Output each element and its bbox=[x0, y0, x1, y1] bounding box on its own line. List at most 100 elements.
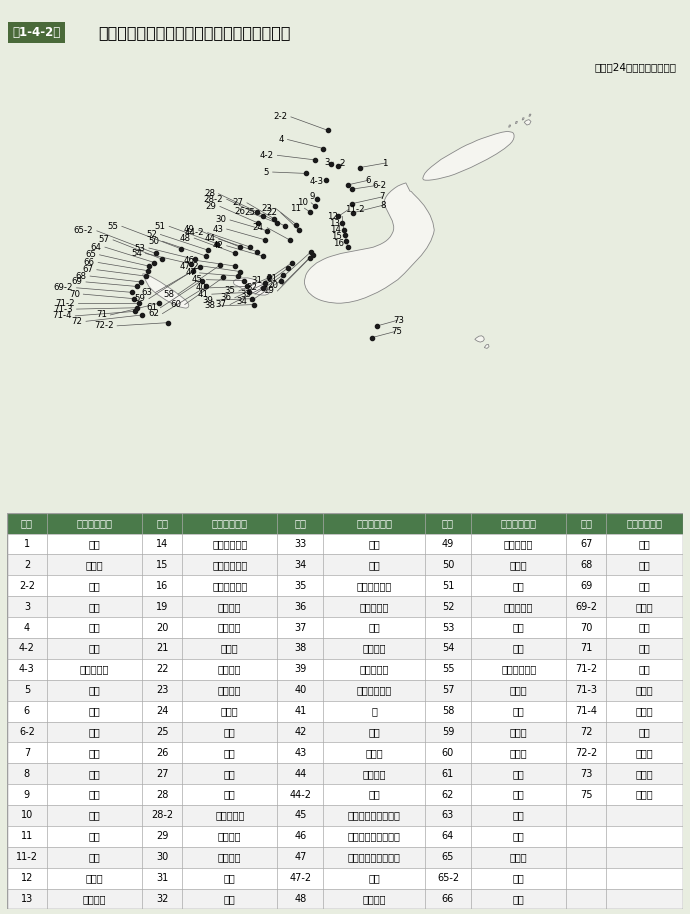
Text: 40: 40 bbox=[195, 283, 206, 292]
Text: 11-2: 11-2 bbox=[16, 852, 38, 862]
Text: 4-3: 4-3 bbox=[309, 177, 324, 186]
Text: 47-2: 47-2 bbox=[180, 261, 199, 271]
Text: 58: 58 bbox=[442, 707, 454, 716]
Text: 50: 50 bbox=[148, 237, 159, 246]
Text: 2: 2 bbox=[23, 560, 30, 570]
Bar bbox=[7, 784, 683, 805]
Text: 福岡: 福岡 bbox=[513, 894, 524, 904]
Text: 72: 72 bbox=[580, 727, 593, 737]
Text: 46: 46 bbox=[184, 256, 195, 265]
Text: 新湊: 新湊 bbox=[224, 769, 235, 779]
Text: 37: 37 bbox=[294, 622, 306, 632]
Bar bbox=[7, 617, 683, 638]
Text: 福島: 福島 bbox=[639, 560, 651, 570]
Text: 30: 30 bbox=[216, 216, 226, 225]
Text: 相浦: 相浦 bbox=[639, 580, 651, 590]
Text: 特別防災区域: 特別防災区域 bbox=[501, 518, 537, 528]
Text: 七尾港三室: 七尾港三室 bbox=[215, 811, 244, 821]
Text: 44: 44 bbox=[204, 235, 215, 243]
Text: 73: 73 bbox=[580, 769, 593, 779]
Text: 串木野: 串木野 bbox=[636, 686, 653, 696]
Text: 51: 51 bbox=[155, 222, 166, 231]
Text: 44-2: 44-2 bbox=[289, 790, 311, 800]
Text: 苫小牧: 苫小牧 bbox=[86, 560, 104, 570]
Text: 55: 55 bbox=[442, 664, 454, 675]
Text: 20: 20 bbox=[268, 281, 279, 290]
Text: 特別防災区域: 特別防災区域 bbox=[356, 518, 392, 528]
Text: 19: 19 bbox=[263, 286, 274, 295]
Bar bbox=[7, 638, 683, 659]
Text: 63: 63 bbox=[442, 811, 454, 821]
Text: 尾鷲: 尾鷲 bbox=[368, 622, 380, 632]
Text: 70: 70 bbox=[69, 290, 80, 299]
Bar bbox=[7, 867, 683, 888]
Text: 堺泉北臨海: 堺泉北臨海 bbox=[359, 664, 389, 675]
Text: 和歌山北部臨海南部: 和歌山北部臨海南部 bbox=[348, 852, 401, 862]
Text: 鹿島臨海: 鹿島臨海 bbox=[83, 894, 106, 904]
Text: 24: 24 bbox=[253, 223, 264, 232]
Bar bbox=[7, 888, 683, 909]
Text: 71-3: 71-3 bbox=[54, 304, 73, 314]
Text: 番号: 番号 bbox=[21, 518, 33, 528]
Text: 60: 60 bbox=[442, 748, 454, 758]
Text: 29: 29 bbox=[156, 832, 168, 842]
Text: 25: 25 bbox=[245, 208, 256, 218]
Text: 9: 9 bbox=[24, 790, 30, 800]
Text: 四日市臨海: 四日市臨海 bbox=[359, 601, 389, 611]
Text: 20: 20 bbox=[156, 622, 168, 632]
Text: 番号: 番号 bbox=[295, 518, 306, 528]
Text: 京葉臨海中部: 京葉臨海中部 bbox=[212, 560, 247, 570]
Text: 65: 65 bbox=[85, 250, 96, 260]
Text: 75: 75 bbox=[391, 327, 402, 336]
Text: 23: 23 bbox=[261, 204, 272, 213]
Text: 32: 32 bbox=[246, 283, 257, 292]
Text: 3: 3 bbox=[324, 157, 330, 166]
Text: 58: 58 bbox=[164, 290, 175, 299]
Text: 61: 61 bbox=[442, 769, 454, 779]
Polygon shape bbox=[509, 125, 511, 127]
Text: 16: 16 bbox=[156, 580, 168, 590]
Text: 36: 36 bbox=[295, 601, 306, 611]
Text: 広野: 広野 bbox=[88, 852, 100, 862]
Polygon shape bbox=[524, 120, 531, 125]
Text: 43: 43 bbox=[295, 748, 306, 758]
Text: 川内: 川内 bbox=[639, 664, 651, 675]
Text: 周南: 周南 bbox=[513, 643, 524, 654]
Text: 直江津: 直江津 bbox=[221, 707, 239, 716]
Bar bbox=[7, 763, 683, 784]
Bar bbox=[7, 742, 683, 763]
Text: 60: 60 bbox=[170, 300, 181, 309]
Polygon shape bbox=[233, 278, 269, 295]
Text: 衣浦: 衣浦 bbox=[368, 560, 380, 570]
Text: 2: 2 bbox=[339, 158, 345, 167]
Text: 37: 37 bbox=[216, 300, 226, 309]
Text: 33: 33 bbox=[295, 539, 306, 549]
Text: 京浜臨海: 京浜臨海 bbox=[218, 601, 241, 611]
Text: 53: 53 bbox=[135, 243, 146, 252]
Text: 酒田: 酒田 bbox=[88, 832, 100, 842]
Text: 特別防災区域: 特別防災区域 bbox=[627, 518, 662, 528]
Text: 八代: 八代 bbox=[639, 622, 651, 632]
Bar bbox=[7, 596, 683, 617]
Text: 特別防災区域: 特別防災区域 bbox=[77, 518, 112, 528]
Text: 34: 34 bbox=[295, 560, 306, 570]
Text: 神戸: 神戸 bbox=[368, 727, 380, 737]
Text: 阿南: 阿南 bbox=[513, 707, 524, 716]
Text: 富山: 富山 bbox=[224, 727, 235, 737]
Text: 29: 29 bbox=[206, 202, 217, 211]
Text: いわき: いわき bbox=[86, 873, 104, 883]
Text: 21: 21 bbox=[156, 643, 168, 654]
Text: 63: 63 bbox=[141, 288, 152, 297]
Text: 10: 10 bbox=[21, 811, 33, 821]
Text: 46: 46 bbox=[295, 832, 306, 842]
Text: 下松: 下松 bbox=[513, 622, 524, 632]
Text: 62: 62 bbox=[442, 790, 454, 800]
Text: 12: 12 bbox=[327, 212, 338, 221]
Text: 71-4: 71-4 bbox=[52, 312, 72, 321]
Text: 71-2: 71-2 bbox=[575, 664, 598, 675]
Text: 15: 15 bbox=[331, 232, 342, 241]
Text: 34: 34 bbox=[236, 297, 247, 306]
Text: 4-3: 4-3 bbox=[19, 664, 34, 675]
Text: 唐津: 唐津 bbox=[639, 539, 651, 549]
Text: 28-2: 28-2 bbox=[151, 811, 173, 821]
